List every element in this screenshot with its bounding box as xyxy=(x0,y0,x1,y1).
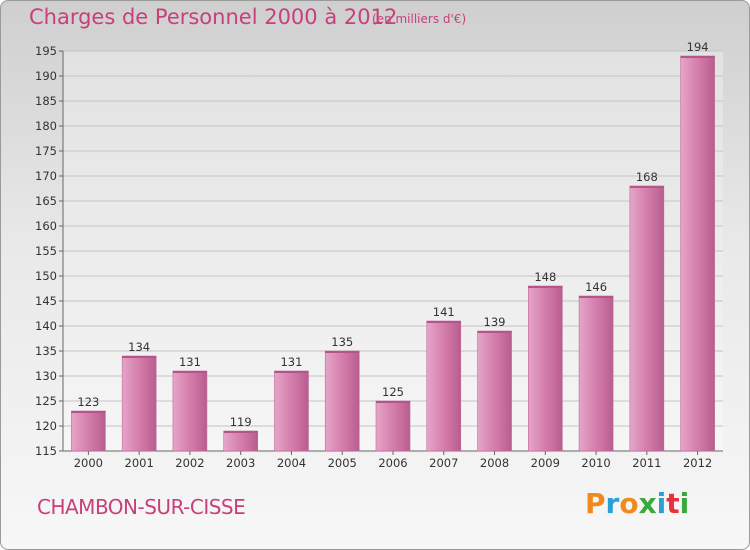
logo-letter: r xyxy=(605,487,620,520)
bar-top xyxy=(477,331,512,333)
data-label: 131 xyxy=(179,355,201,369)
bar xyxy=(528,285,563,452)
bar-top xyxy=(629,186,664,188)
x-tick-label: 2000 xyxy=(74,456,103,470)
bar-top xyxy=(122,356,157,358)
town-name: CHAMBON-SUR-CISSE xyxy=(37,495,246,519)
data-label: 135 xyxy=(331,335,353,349)
data-label: 168 xyxy=(636,170,658,184)
x-tick-label: 2001 xyxy=(125,456,154,470)
y-tick-label: 120 xyxy=(35,419,57,433)
bar xyxy=(324,350,360,452)
data-label: 134 xyxy=(128,340,150,354)
bar xyxy=(629,185,665,452)
bar xyxy=(223,430,258,452)
bar xyxy=(121,355,157,452)
data-label: 194 xyxy=(687,40,709,54)
bar-top xyxy=(376,401,410,403)
bar-top xyxy=(274,371,309,373)
logo-letter: i xyxy=(679,487,690,520)
logo-letter: P xyxy=(585,487,606,520)
bar xyxy=(274,370,309,452)
y-tick-label: 185 xyxy=(35,94,57,108)
x-tick-label: 2012 xyxy=(683,456,712,470)
logo-letter: t xyxy=(666,487,680,520)
data-label: 123 xyxy=(77,395,99,409)
y-tick-label: 145 xyxy=(35,294,57,308)
x-tick-label: 2008 xyxy=(480,456,509,470)
data-label: 148 xyxy=(534,270,556,284)
y-tick-label: 190 xyxy=(35,69,57,83)
bar-top xyxy=(528,286,563,288)
data-label: 131 xyxy=(280,355,302,369)
x-tick-label: 2009 xyxy=(531,456,560,470)
bar-top xyxy=(223,431,258,433)
y-tick-label: 150 xyxy=(35,269,57,283)
x-tick-label: 2011 xyxy=(632,456,661,470)
logo-letter: x xyxy=(638,487,657,520)
bar xyxy=(578,295,614,452)
chart-subtitle: (en milliers d'€) xyxy=(372,12,467,26)
y-tick-label: 160 xyxy=(35,219,57,233)
bar-top xyxy=(680,56,715,58)
proxiti-logo: Proxiti xyxy=(585,487,689,520)
bar xyxy=(375,400,411,452)
bar xyxy=(172,370,208,452)
y-tick-label: 130 xyxy=(35,369,57,383)
data-label: 139 xyxy=(484,315,506,329)
y-tick-label: 115 xyxy=(35,444,57,458)
data-label: 141 xyxy=(433,305,455,319)
x-tick-label: 2010 xyxy=(581,456,610,470)
x-tick-label: 2007 xyxy=(429,456,458,470)
chart-title: Charges de Personnel 2000 à 2012 xyxy=(29,5,398,29)
bar-top xyxy=(426,321,461,323)
data-label: 146 xyxy=(585,280,607,294)
y-tick-label: 165 xyxy=(35,194,57,208)
x-tick-label: 2004 xyxy=(277,456,306,470)
y-tick-label: 155 xyxy=(35,244,57,258)
bar-top xyxy=(579,296,614,298)
x-tick-label: 2006 xyxy=(378,456,407,470)
y-tick-label: 170 xyxy=(35,169,57,183)
y-tick-label: 125 xyxy=(35,394,57,408)
bar-top xyxy=(172,371,207,373)
y-tick-label: 180 xyxy=(35,119,57,133)
logo-letter: i xyxy=(656,487,667,520)
y-tick-label: 135 xyxy=(35,344,57,358)
bar xyxy=(477,330,512,452)
bar-top xyxy=(325,351,360,353)
bar xyxy=(426,320,462,452)
data-label: 125 xyxy=(382,385,404,399)
y-tick-label: 195 xyxy=(35,44,57,58)
bar-top xyxy=(71,411,106,413)
x-tick-label: 2003 xyxy=(226,456,255,470)
x-tick-label: 2005 xyxy=(328,456,357,470)
data-label: 119 xyxy=(230,415,252,429)
y-tick-label: 175 xyxy=(35,144,57,158)
y-tick-label: 140 xyxy=(35,319,57,333)
bar xyxy=(71,410,106,452)
x-tick-label: 2002 xyxy=(175,456,204,470)
logo-letter: o xyxy=(619,487,639,520)
bar xyxy=(680,55,715,452)
